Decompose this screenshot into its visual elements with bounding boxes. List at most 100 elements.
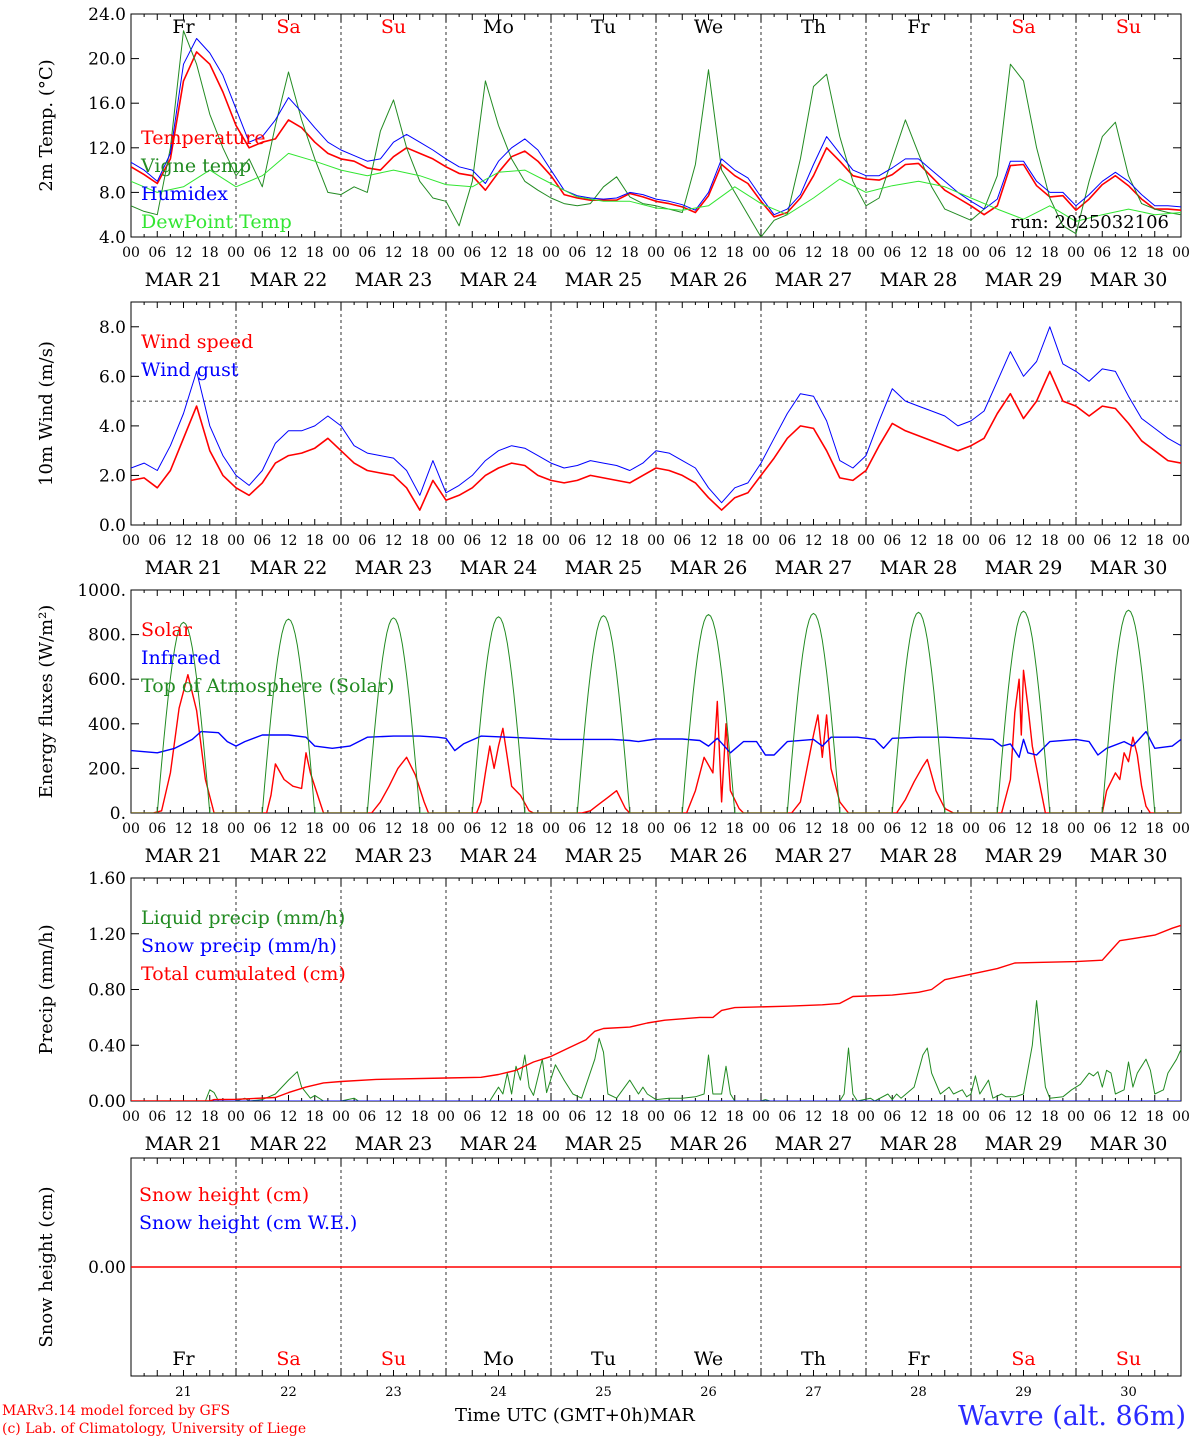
hour-tick-label: 06 xyxy=(988,1109,1006,1125)
date-label: MAR 25 xyxy=(565,269,643,291)
hour-tick-label: 06 xyxy=(673,821,691,837)
hour-tick-label: 06 xyxy=(778,1109,796,1125)
day-of-week-label: Fr xyxy=(907,16,930,38)
date-label: MAR 25 xyxy=(565,845,643,867)
date-label: MAR 27 xyxy=(775,557,853,579)
date-label: MAR 30 xyxy=(1090,269,1168,291)
legend-entry: Snow height (cm W.E.) xyxy=(139,1212,357,1234)
day-number-label: 28 xyxy=(910,1385,927,1400)
hour-tick-label: 00 xyxy=(857,821,875,837)
hour-tick-label: 12 xyxy=(1120,1109,1138,1125)
hour-tick-label: 06 xyxy=(463,533,481,549)
hour-tick-label: 00 xyxy=(857,245,875,261)
hour-tick-label: 06 xyxy=(148,533,166,549)
day-of-week-label: Fr xyxy=(907,1348,930,1370)
hour-tick-label: 00 xyxy=(647,1109,665,1125)
hour-tick-label: 06 xyxy=(988,245,1006,261)
date-label: MAR 27 xyxy=(775,845,853,867)
date-label: MAR 24 xyxy=(460,845,538,867)
date-label: MAR 24 xyxy=(460,1133,538,1155)
legend-entry: Humidex xyxy=(141,183,228,205)
hour-tick-label: 00 xyxy=(332,245,350,261)
series-group xyxy=(131,609,1181,813)
hour-tick-label: 18 xyxy=(516,1109,534,1125)
hour-tick-label: 06 xyxy=(358,533,376,549)
hour-tick-label: 00 xyxy=(962,1109,980,1125)
hour-tick-label: 12 xyxy=(175,533,193,549)
hour-tick-label: 12 xyxy=(700,533,718,549)
hour-tick-label: 18 xyxy=(621,245,639,261)
series-line-temp xyxy=(131,38,1181,216)
hour-tick-label: 18 xyxy=(831,1109,849,1125)
hour-tick-label: 18 xyxy=(516,821,534,837)
day-number-label: 29 xyxy=(1015,1385,1032,1400)
legend-entry: Vigne temp xyxy=(140,155,251,177)
hour-tick-label: 06 xyxy=(358,245,376,261)
legend-entry: Snow precip (mm/h) xyxy=(141,935,337,957)
hour-tick-label: 12 xyxy=(490,533,508,549)
hour-tick-label: 12 xyxy=(280,245,298,261)
hour-tick-label: 18 xyxy=(411,821,429,837)
date-label: MAR 28 xyxy=(880,845,958,867)
hour-tick-label: 12 xyxy=(385,245,403,261)
hour-tick-label: 00 xyxy=(332,1109,350,1125)
hour-tick-label: 06 xyxy=(253,821,271,837)
day-of-week-label: Sa xyxy=(276,16,300,38)
panel-snow: 0.00 Snow height (cm) Fr Sa Su Mo Tu We Th Fr Sa Su… xyxy=(36,1157,1182,1400)
hour-tick-label: 12 xyxy=(1015,1109,1033,1125)
date-label: MAR 22 xyxy=(250,557,328,579)
y-tick-label: 6.0 xyxy=(99,367,126,387)
hour-tick-label: 12 xyxy=(1015,245,1033,261)
date-label: MAR 30 xyxy=(1090,557,1168,579)
hour-tick-label: 00 xyxy=(752,245,770,261)
model-credit: MARv3.14 model forced by GFS xyxy=(2,1403,231,1419)
date-label: MAR 24 xyxy=(460,269,538,291)
hour-tick-label: 00 xyxy=(122,821,140,837)
hour-tick-label: 12 xyxy=(595,245,613,261)
hour-tick-label: 18 xyxy=(621,1109,639,1125)
hour-tick-label: 18 xyxy=(411,245,429,261)
hour-tick-label: 00 xyxy=(647,533,665,549)
hour-tick-label: 12 xyxy=(1015,533,1033,549)
date-label: MAR 30 xyxy=(1090,1133,1168,1155)
y-tick-label: 2.0 xyxy=(99,466,126,486)
date-label: MAR 28 xyxy=(880,269,958,291)
y-axis-title: 2m Temp. (°C) xyxy=(36,59,57,191)
hour-tick-label: 12 xyxy=(280,1109,298,1125)
hour-tick-label: 12 xyxy=(175,1109,193,1125)
hour-tick-label: 18 xyxy=(516,533,534,549)
lab-credit: (c) Lab. of Climatology, University of L… xyxy=(2,1421,307,1437)
date-label: MAR 28 xyxy=(880,557,958,579)
hour-tick-label: 12 xyxy=(700,1109,718,1125)
y-tick-label: 1000. xyxy=(77,581,126,601)
y-axis-title: Snow height (cm) xyxy=(36,1186,57,1347)
hour-tick-label: 00 xyxy=(437,245,455,261)
hour-tick-label: 00 xyxy=(647,245,665,261)
series-line-energy xyxy=(131,609,1181,813)
hour-tick-label: 00 xyxy=(962,533,980,549)
y-tick-label: 1.20 xyxy=(88,925,126,945)
legend-entry: Infrared xyxy=(141,647,221,669)
series-line-energy xyxy=(131,669,1181,813)
hour-tick-label: 00 xyxy=(332,533,350,549)
date-label: MAR 21 xyxy=(145,845,223,867)
day-number-label: 24 xyxy=(490,1385,507,1400)
hour-tick-label: 00 xyxy=(1067,245,1085,261)
day-of-week-label: Fr xyxy=(172,16,195,38)
day-of-week-label: Tu xyxy=(591,16,616,38)
hour-tick-label: 00 xyxy=(122,533,140,549)
panel-frame xyxy=(130,13,1182,238)
hour-tick-label: 06 xyxy=(778,821,796,837)
y-tick-label: 4.0 xyxy=(99,228,126,248)
day-of-week-label: Su xyxy=(381,16,406,38)
hour-tick-label: 18 xyxy=(936,821,954,837)
hour-tick-label: 18 xyxy=(621,821,639,837)
series-line-wind xyxy=(131,326,1181,504)
hour-tick-label: 00 xyxy=(437,533,455,549)
hour-tick-label: 06 xyxy=(988,821,1006,837)
hour-tick-label: 12 xyxy=(490,821,508,837)
series-line-temp xyxy=(131,30,1181,237)
hour-tick-label: 06 xyxy=(1093,821,1111,837)
hour-tick-label: 18 xyxy=(1041,533,1059,549)
